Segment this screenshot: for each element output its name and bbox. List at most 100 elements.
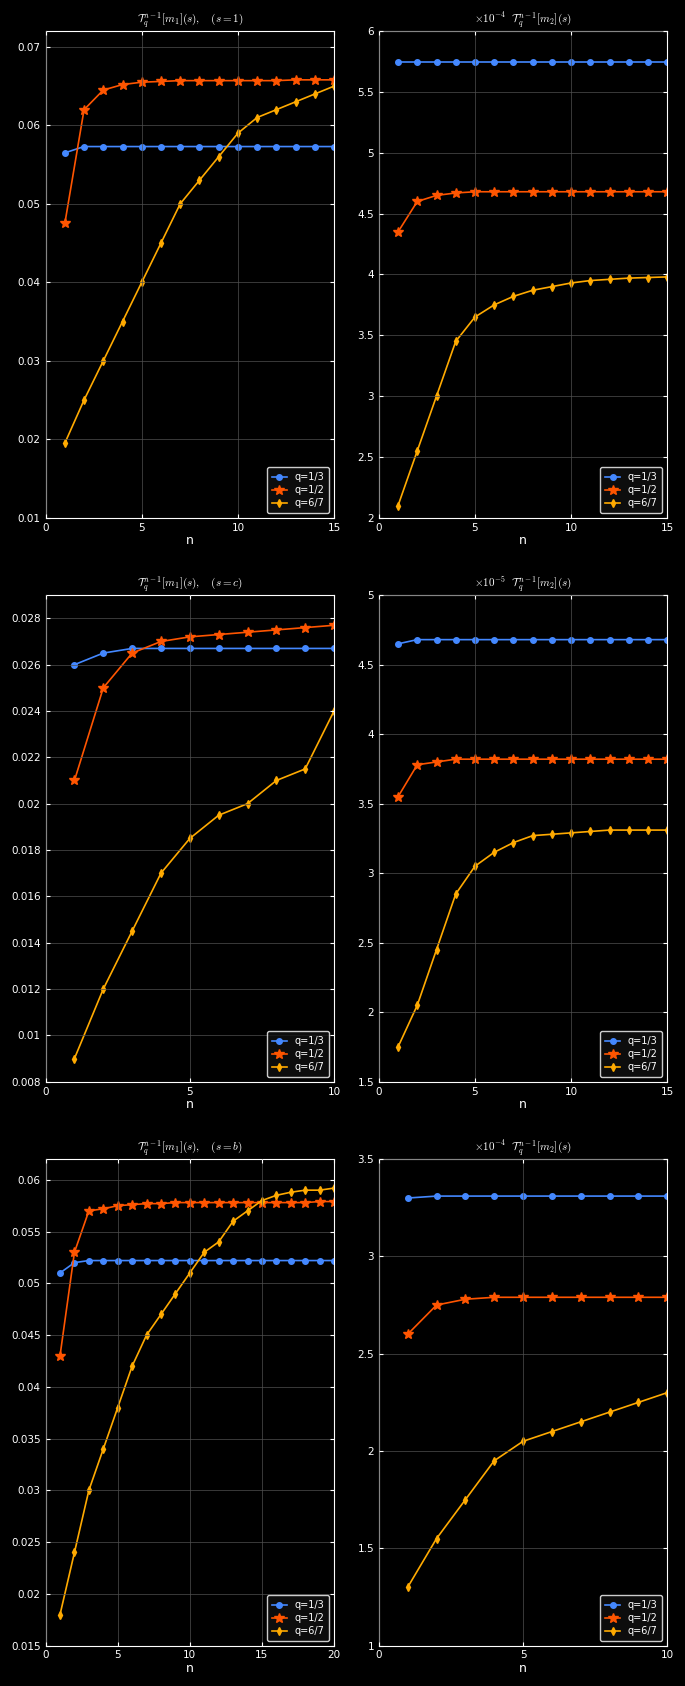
q=1/2 [157, 1194, 165, 1214]
q=6/7 [634, 1393, 643, 1413]
q=1/3 [186, 1251, 194, 1271]
q=1/2 [461, 1290, 469, 1310]
q=1/3 [119, 137, 127, 157]
q=1/3 [258, 1251, 266, 1271]
q=6/7 [490, 295, 498, 315]
q=6/7 [157, 863, 165, 883]
q=1/2 [644, 182, 652, 202]
q=1/2 [606, 749, 614, 769]
q=1/3 [171, 1251, 179, 1271]
q=1/3 [625, 52, 633, 72]
q=6/7 [128, 1356, 136, 1376]
q=1/2 [403, 1324, 412, 1344]
q=1/2 [128, 1195, 136, 1216]
q=1/3 [142, 1251, 151, 1271]
q=6/7 [625, 268, 633, 288]
q=6/7 [272, 99, 280, 120]
q=1/3 [529, 629, 537, 649]
q=6/7 [529, 280, 537, 300]
q=6/7 [413, 440, 421, 460]
q=1/2 [186, 627, 194, 647]
q=6/7 [99, 1438, 108, 1458]
q=1/2 [606, 1286, 614, 1307]
q=1/3 [128, 1251, 136, 1271]
q=1/3 [644, 52, 652, 72]
q=1/2 [85, 1200, 93, 1221]
q=1/3 [606, 629, 614, 649]
q=1/2 [432, 185, 440, 206]
q=1/3 [272, 137, 280, 157]
q=1/2 [606, 182, 614, 202]
q=1/3 [413, 629, 421, 649]
q=1/3 [394, 52, 402, 72]
q=1/3 [138, 137, 146, 157]
q=6/7 [61, 433, 69, 454]
q=1/2 [176, 71, 184, 91]
q=1/2 [99, 678, 108, 698]
q=1/2 [56, 1345, 64, 1366]
q=1/3 [195, 137, 203, 157]
q=6/7 [606, 1403, 614, 1423]
q=6/7 [432, 1529, 440, 1549]
q=1/3 [606, 1185, 614, 1205]
q=1/2 [138, 72, 146, 93]
q=1/3 [461, 1185, 469, 1205]
q=1/3 [311, 137, 319, 157]
q=1/3 [490, 52, 498, 72]
q=1/2 [490, 1286, 498, 1307]
Title: $\times 10^{-4}$  $\mathcal{T}_q^{n-1}[m_2](s)$: $\times 10^{-4}$ $\mathcal{T}_q^{n-1}[m_… [474, 1140, 572, 1158]
q=6/7 [529, 826, 537, 846]
Line: q=1/2: q=1/2 [55, 1197, 339, 1361]
q=6/7 [432, 386, 440, 406]
Line: q=1/2: q=1/2 [70, 620, 339, 786]
q=1/3 [471, 52, 479, 72]
q=6/7 [606, 270, 614, 290]
q=1/2 [510, 182, 518, 202]
q=6/7 [119, 312, 127, 332]
q=1/2 [471, 182, 479, 202]
q=1/2 [413, 755, 421, 776]
q=1/2 [510, 749, 518, 769]
q=1/2 [301, 617, 310, 637]
X-axis label: n: n [186, 1662, 194, 1674]
q=6/7 [663, 266, 671, 287]
q=1/3 [214, 639, 223, 659]
Line: q=1/3: q=1/3 [395, 637, 670, 647]
q=1/3 [301, 1251, 310, 1271]
q=6/7 [56, 1605, 64, 1625]
q=6/7 [519, 1431, 527, 1452]
q=6/7 [71, 1049, 79, 1069]
q=6/7 [330, 76, 338, 96]
q=1/2 [567, 182, 575, 202]
q=1/2 [243, 1192, 251, 1212]
q=1/2 [316, 1192, 324, 1212]
q=1/2 [394, 787, 402, 808]
q=1/2 [529, 182, 537, 202]
q=1/3 [229, 1251, 237, 1271]
q=6/7 [234, 123, 242, 143]
q=6/7 [301, 759, 310, 779]
q=1/3 [451, 52, 460, 72]
q=1/3 [157, 639, 165, 659]
q=6/7 [451, 883, 460, 904]
q=1/3 [548, 629, 556, 649]
q=1/3 [114, 1251, 122, 1271]
q=1/2 [490, 749, 498, 769]
q=6/7 [548, 824, 556, 845]
q=1/2 [451, 749, 460, 769]
Title: $\times 10^{-5}$  $\mathcal{T}_q^{n-1}[m_2](s)$: $\times 10^{-5}$ $\mathcal{T}_q^{n-1}[m_… [474, 575, 572, 595]
q=6/7 [606, 819, 614, 840]
q=1/2 [432, 1295, 440, 1315]
q=1/3 [99, 642, 108, 663]
q=1/3 [292, 137, 300, 157]
q=1/2 [253, 71, 261, 91]
q=6/7 [157, 1305, 165, 1325]
q=6/7 [85, 1480, 93, 1501]
q=1/3 [157, 1251, 165, 1271]
q=6/7 [243, 794, 251, 814]
q=6/7 [214, 147, 223, 167]
q=1/2 [186, 1192, 194, 1212]
q=1/3 [330, 1251, 338, 1271]
q=6/7 [157, 233, 165, 253]
q=1/2 [625, 749, 633, 769]
